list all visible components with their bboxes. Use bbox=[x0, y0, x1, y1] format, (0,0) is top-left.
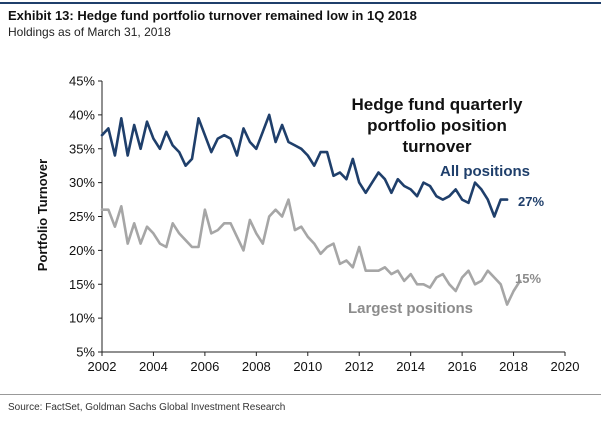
chart-title-line-1: Hedge fund quarterly bbox=[352, 95, 524, 114]
y-tick-label: 25% bbox=[69, 209, 95, 224]
largest-positions-line bbox=[100, 198, 522, 306]
bottom-rule bbox=[0, 394, 601, 395]
y-axis-label: Portfolio Turnover bbox=[35, 159, 50, 271]
chart-axes: 5% 10% 15% 20% 25% 30% 35% 40% 45% 2002 2004 2006 20… bbox=[69, 74, 579, 375]
all-positions-line bbox=[100, 113, 509, 218]
all-positions-end-label: 27% bbox=[518, 194, 544, 209]
all-positions-annotation: All positions bbox=[440, 163, 530, 180]
exhibit-title: Exhibit 13: Hedge fund portfolio turnove… bbox=[8, 8, 417, 23]
largest-positions-end-label: 15% bbox=[515, 271, 541, 286]
y-tick-label: 10% bbox=[69, 311, 95, 326]
chart-title-line-3: turnover bbox=[403, 137, 472, 156]
x-tick-label: 2004 bbox=[139, 359, 168, 374]
y-tick-label: 5% bbox=[76, 345, 95, 360]
y-tick-label: 30% bbox=[69, 175, 95, 190]
source-note: Source: FactSet, Goldman Sachs Global In… bbox=[8, 402, 286, 413]
y-tick-label: 45% bbox=[69, 74, 95, 89]
x-tick-label: 2020 bbox=[551, 359, 580, 374]
x-tick-label: 2012 bbox=[345, 359, 374, 374]
x-tick-label: 2008 bbox=[242, 359, 271, 374]
top-rule bbox=[0, 2, 601, 4]
chart-labels: Hedge fund quarterly portfolio position … bbox=[35, 95, 544, 317]
x-tick-label: 2014 bbox=[396, 359, 425, 374]
y-tick-label: 15% bbox=[69, 277, 95, 292]
y-tick-label: 40% bbox=[69, 107, 95, 122]
x-tick-label: 2016 bbox=[448, 359, 477, 374]
y-tick-label: 35% bbox=[69, 141, 95, 156]
x-tick-label: 2010 bbox=[293, 359, 322, 374]
x-tick-label: 2002 bbox=[88, 359, 117, 374]
y-tick-label: 20% bbox=[69, 243, 95, 258]
x-tick-label: 2018 bbox=[499, 359, 528, 374]
largest-positions-annotation: Largest positions bbox=[348, 300, 473, 317]
chart-title-line-2: portfolio position bbox=[367, 116, 507, 135]
exhibit-subtitle: Holdings as of March 31, 2018 bbox=[8, 25, 171, 39]
chart-series bbox=[100, 113, 522, 306]
x-tick-label: 2006 bbox=[190, 359, 219, 374]
